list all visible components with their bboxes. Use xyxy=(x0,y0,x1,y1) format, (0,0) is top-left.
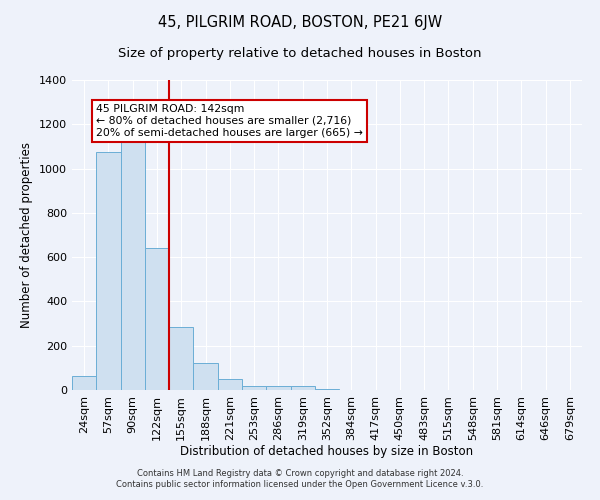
Text: Size of property relative to detached houses in Boston: Size of property relative to detached ho… xyxy=(118,48,482,60)
Bar xyxy=(193,364,218,390)
Text: Contains public sector information licensed under the Open Government Licence v.: Contains public sector information licen… xyxy=(116,480,484,489)
X-axis label: Distribution of detached houses by size in Boston: Distribution of detached houses by size … xyxy=(181,446,473,458)
Bar xyxy=(169,327,193,390)
Text: 45, PILGRIM ROAD, BOSTON, PE21 6JW: 45, PILGRIM ROAD, BOSTON, PE21 6JW xyxy=(158,15,442,30)
Bar xyxy=(242,386,266,390)
Bar xyxy=(96,152,121,390)
Bar xyxy=(290,386,315,390)
Bar xyxy=(218,380,242,390)
Y-axis label: Number of detached properties: Number of detached properties xyxy=(20,142,34,328)
Bar xyxy=(266,386,290,390)
Text: 45 PILGRIM ROAD: 142sqm
← 80% of detached houses are smaller (2,716)
20% of semi: 45 PILGRIM ROAD: 142sqm ← 80% of detache… xyxy=(96,104,363,138)
Bar xyxy=(72,376,96,390)
Text: Contains HM Land Registry data © Crown copyright and database right 2024.: Contains HM Land Registry data © Crown c… xyxy=(137,468,463,477)
Bar xyxy=(121,134,145,390)
Bar xyxy=(145,248,169,390)
Bar xyxy=(315,389,339,390)
